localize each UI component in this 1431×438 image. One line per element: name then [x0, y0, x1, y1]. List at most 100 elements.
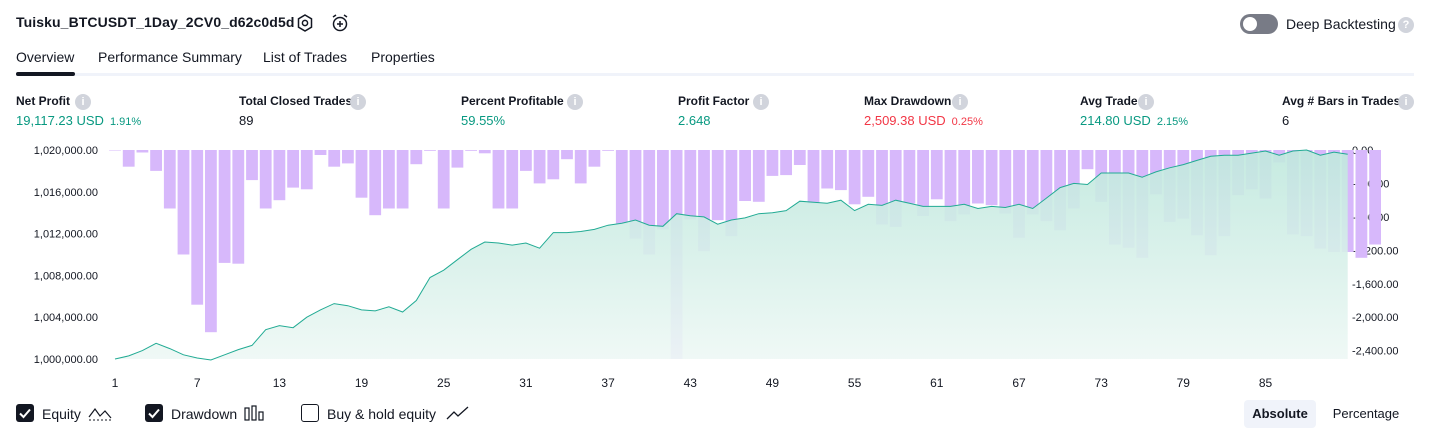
- drawdown-bar: [396, 150, 409, 209]
- x-tick-label: 79: [1177, 376, 1191, 390]
- x-tick-label: 85: [1259, 376, 1273, 390]
- drawdown-bar: [109, 150, 121, 151]
- drawdown-bar: [177, 150, 190, 255]
- left-axis: 1,020,000.00 1,016,000.00 1,012,000.00 1,00…: [34, 145, 98, 366]
- drawdown-bar: [944, 150, 957, 222]
- info-icon[interactable]: i: [350, 94, 366, 110]
- tab-performance-summary[interactable]: Performance Summary: [98, 49, 242, 65]
- drawdown-bar: [684, 150, 697, 220]
- equity-line: [114, 149, 1348, 361]
- drawdown-bar: [136, 150, 149, 153]
- info-icon[interactable]: i: [75, 94, 91, 110]
- equity-area: [115, 150, 1348, 360]
- strategy-title: Tuisku_BTCUSDT_1Day_2CV0_d62c0d5d: [16, 14, 295, 30]
- drawdown-checkbox[interactable]: [145, 404, 163, 422]
- drawdown-bar: [451, 150, 464, 168]
- drawdown-bar: [1067, 150, 1080, 209]
- drawdown-bar: [273, 150, 286, 201]
- info-icon[interactable]: i: [567, 94, 583, 110]
- drawdown-bar: [246, 150, 258, 181]
- drawdown-bar: [300, 150, 313, 190]
- info-icon[interactable]: i: [952, 94, 968, 110]
- metric-profit-factor-label: Profit Factor: [678, 94, 750, 108]
- info-icon[interactable]: i: [1138, 94, 1154, 110]
- drawdown-bar: [478, 150, 491, 154]
- metric-net-profit-label: Net Profit: [16, 94, 70, 108]
- metric-net-profit-value: 19,117.23 USD 1.91%: [16, 113, 142, 128]
- buy-hold-label[interactable]: Buy & hold equity: [327, 406, 436, 422]
- deep-backtesting-label: Deep Backtesting: [1286, 16, 1396, 32]
- toggle-knob: [1243, 17, 1257, 31]
- help-icon[interactable]: ?: [1398, 17, 1414, 33]
- deep-backtesting-toggle[interactable]: [1240, 14, 1278, 34]
- equity-checkbox[interactable]: [16, 404, 34, 422]
- drawdown-label[interactable]: Drawdown: [171, 406, 238, 422]
- equity-legend-icon: [88, 407, 112, 421]
- x-tick-label: 1: [112, 376, 119, 390]
- metric-percent-profitable-label: Percent Profitable: [461, 94, 564, 108]
- y2-tick-label: -1,600.00: [1352, 279, 1398, 291]
- drawdown-bar: [1341, 150, 1354, 252]
- drawdown-bar: [643, 150, 656, 255]
- drawdown-bar: [1026, 150, 1039, 215]
- metric-avg-trade-value: 214.80 USD 2.15%: [1080, 113, 1189, 128]
- add-alert-icon[interactable]: [330, 13, 350, 33]
- drawdown-bar: [780, 150, 792, 176]
- drawdown-bar: [205, 150, 217, 333]
- y-tick-label: 1,000,000.00: [34, 354, 98, 366]
- x-tick-label: 19: [355, 376, 369, 390]
- metric-max-drawdown-value: 2,509.38 USD 0.25%: [864, 113, 983, 128]
- drawdown-bar: [629, 150, 642, 239]
- info-icon[interactable]: i: [753, 94, 769, 110]
- drawdown-bar: [342, 150, 354, 164]
- drawdown-bar: [520, 150, 532, 171]
- metric-avg-trade-label: Avg Trade: [1080, 94, 1138, 108]
- drawdown-bar: [615, 150, 628, 224]
- drawdown-bar: [465, 150, 477, 151]
- metric-profit-factor-value: 2.648: [678, 113, 711, 128]
- x-tick-label: 25: [437, 376, 451, 390]
- drawdown-bar: [752, 150, 765, 202]
- x-tick-label: 43: [684, 376, 698, 390]
- drawdown-bar: [876, 150, 888, 225]
- percentage-button[interactable]: Percentage: [1332, 406, 1400, 421]
- equity-drawdown-chart[interactable]: 1,020,000.00 1,016,000.00 1,012,000.00 1,00…: [0, 138, 1431, 394]
- drawdown-bar: [122, 150, 135, 167]
- drawdown-bar: [972, 150, 984, 204]
- tab-properties[interactable]: Properties: [371, 49, 435, 65]
- drawdown-bar: [999, 150, 1012, 214]
- active-tab-indicator: [16, 72, 75, 76]
- drawdown-bar: [163, 150, 176, 209]
- drawdown-bar: [424, 150, 436, 151]
- tabs-divider: [16, 73, 1414, 76]
- drawdown-bar: [150, 150, 162, 171]
- drawdown-bar: [739, 150, 751, 201]
- drawdown-bar: [492, 150, 505, 209]
- absolute-button[interactable]: Absolute: [1244, 400, 1316, 428]
- drawdown-bar: [588, 150, 601, 167]
- drawdown-bar: [1369, 150, 1381, 245]
- y-tick-label: 1,008,000.00: [34, 270, 98, 282]
- y-tick-label: 1,020,000.00: [34, 145, 98, 157]
- drawdown-bar: [835, 150, 847, 191]
- drawdown-bar: [1355, 150, 1368, 258]
- drawdown-bar: [506, 150, 519, 209]
- y-tick-label: 1,016,000.00: [34, 187, 98, 199]
- drawdown-bar: [985, 150, 998, 206]
- settings-icon[interactable]: [295, 13, 315, 33]
- drawdown-bar: [1013, 150, 1025, 238]
- drawdown-bar: [259, 150, 272, 209]
- x-tick-label: 31: [519, 376, 533, 390]
- tab-list-of-trades[interactable]: List of Trades: [263, 49, 348, 65]
- tab-overview[interactable]: Overview: [16, 49, 75, 65]
- info-icon[interactable]: i: [1398, 94, 1414, 110]
- equity-label[interactable]: Equity: [42, 406, 81, 422]
- drawdown-bar: [287, 150, 299, 188]
- buy-hold-checkbox[interactable]: [301, 404, 319, 422]
- x-tick-label: 13: [273, 376, 287, 390]
- y-tick-label: 1,004,000.00: [34, 312, 98, 324]
- drawdown-legend-icon: [244, 405, 264, 421]
- drawdown-bar: [533, 150, 546, 184]
- x-axis: 1 7 13 19 25 31 37 43 49 55 61 67 73 79 85: [112, 376, 1273, 390]
- drawdown-bar: [410, 150, 423, 165]
